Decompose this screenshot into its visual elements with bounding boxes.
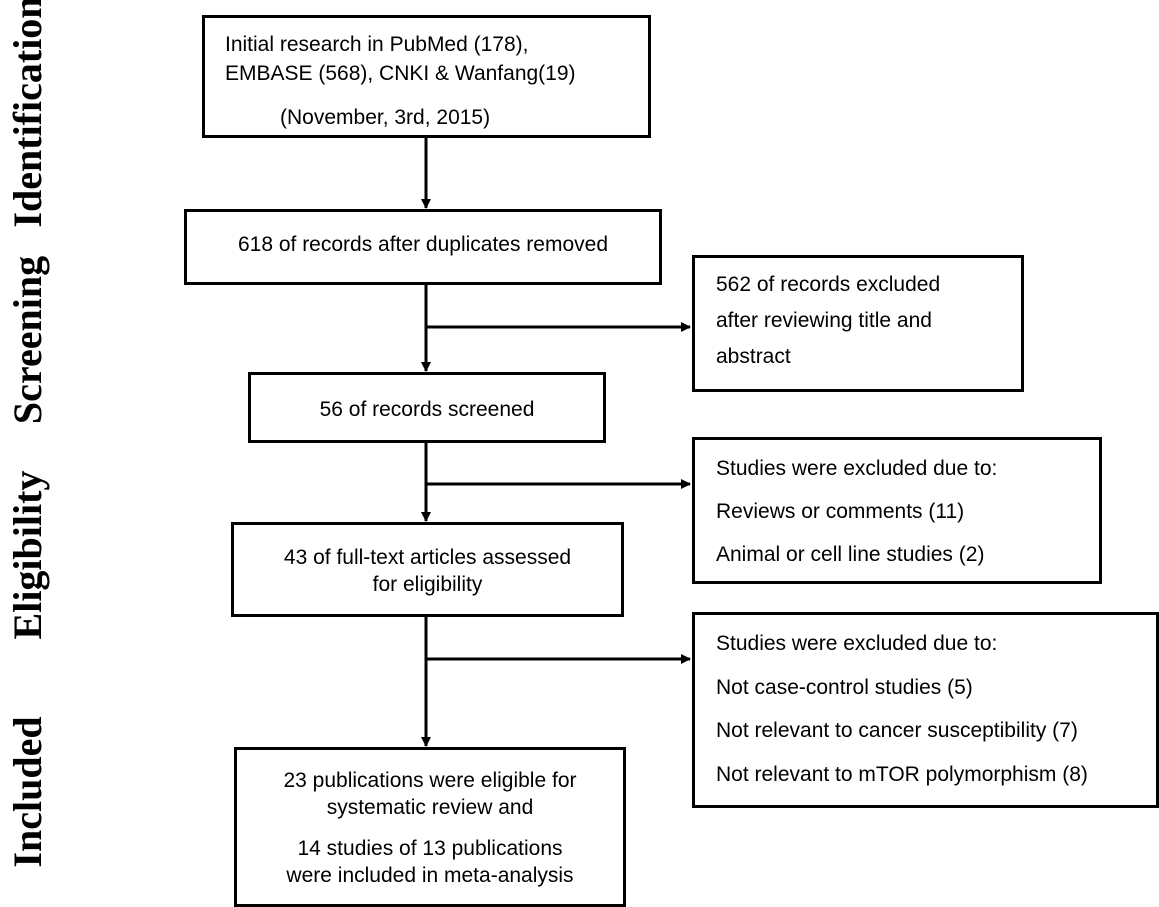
full-text-assessed-line-1: 43 of full-text articles assessed <box>283 546 572 569</box>
excluded-title-abstract-line-1: 562 of records excluded <box>716 273 941 296</box>
initial-search-date: (November, 3rd, 2015) <box>280 106 491 129</box>
final-included-line-2: systematic review and <box>326 796 534 819</box>
excluded-eligibility-item: Reviews or comments (11) <box>716 500 965 523</box>
excluded-included-box: Studies were excluded due to: Not case-c… <box>692 612 1159 808</box>
excluded-included-item: Not relevant to mTOR polymorphism (8) <box>716 763 1088 786</box>
initial-search-line-1: Initial research in PubMed (178), <box>225 33 529 56</box>
full-text-assessed-line-2: for eligibility <box>372 573 483 596</box>
excluded-title-abstract-box: 562 of records excluded after reviewing … <box>692 255 1024 392</box>
final-included-line-4: were included in meta-analysis <box>286 864 574 887</box>
excluded-title-abstract-line-3: abstract <box>716 345 791 368</box>
final-included-line-3: 14 studies of 13 publications <box>297 837 563 860</box>
excluded-included-item: Not case-control studies (5) <box>716 676 973 699</box>
final-included-box: 23 publications were eligible for system… <box>234 747 626 907</box>
excluded-included-item: Not relevant to cancer susceptibility (7… <box>716 719 1078 742</box>
excluded-eligibility-item: Animal or cell line studies (2) <box>716 543 985 566</box>
full-text-assessed-box: 43 of full-text articles assessed for el… <box>231 522 624 617</box>
initial-search-line-2: EMBASE (568), CNKI & Wanfang(19) <box>225 62 576 85</box>
excluded-eligibility-header: Studies were excluded due to: <box>716 457 998 480</box>
excluded-included-header: Studies were excluded due to: <box>716 632 998 655</box>
initial-search-box: Initial research in PubMed (178), EMBASE… <box>202 15 651 138</box>
excluded-eligibility-box: Studies were excluded due to: Reviews or… <box>692 437 1102 584</box>
records-screened-box: 56 of records screened <box>248 372 606 443</box>
excluded-title-abstract-line-2: after reviewing title and <box>716 309 932 332</box>
final-included-line-1: 23 publications were eligible for <box>283 769 577 792</box>
duplicates-removed-text: 618 of records after duplicates removed <box>237 233 609 256</box>
duplicates-removed-box: 618 of records after duplicates removed <box>184 209 662 285</box>
records-screened-text: 56 of records screened <box>319 398 535 421</box>
